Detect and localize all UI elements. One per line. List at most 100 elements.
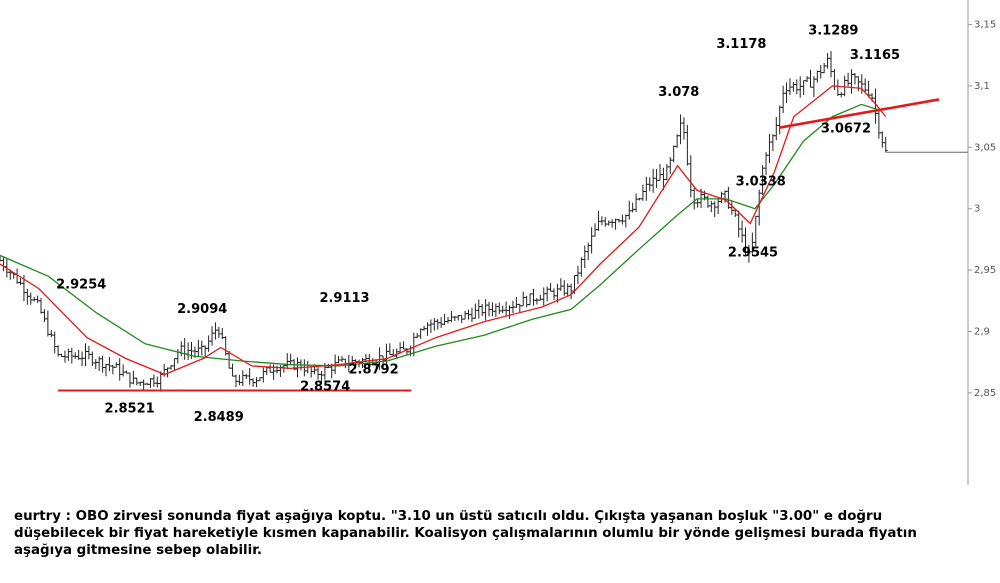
price-annotation-label: 3.1165 <box>850 48 900 63</box>
candle <box>121 364 126 377</box>
candle <box>593 223 598 237</box>
candle <box>774 116 779 141</box>
candle <box>664 164 669 181</box>
candles-layer <box>0 51 888 392</box>
price-chart: 2.9254 2.8521 2.9094 2.8489 2.9113 2.8792 2.85… <box>0 0 996 485</box>
candle <box>428 319 433 333</box>
candle <box>254 377 259 388</box>
candle <box>223 336 228 356</box>
candle <box>117 358 122 381</box>
y-tick-label: 2,85 <box>974 388 996 399</box>
candle <box>336 356 341 364</box>
candle <box>681 117 686 140</box>
candle <box>736 210 741 238</box>
candle <box>339 356 344 363</box>
candle <box>637 198 642 201</box>
candle <box>815 70 820 83</box>
price-annotation-label: 2.8792 <box>348 362 398 377</box>
candle <box>442 313 447 326</box>
candle <box>719 191 724 204</box>
candle <box>835 79 840 97</box>
candle <box>114 362 119 368</box>
candle <box>880 131 885 148</box>
candle <box>233 374 238 388</box>
candle <box>251 378 256 387</box>
candle <box>97 356 102 371</box>
candle <box>634 193 639 213</box>
candle <box>237 374 242 386</box>
y-tick-label: 2,95 <box>974 265 996 276</box>
candle <box>244 373 249 380</box>
candle <box>599 216 604 226</box>
candle <box>846 72 851 87</box>
candle <box>678 114 683 145</box>
candle <box>654 169 659 188</box>
candle <box>504 301 509 317</box>
candle <box>35 295 40 303</box>
candle <box>463 310 468 320</box>
candle <box>466 309 471 320</box>
candle <box>521 291 526 307</box>
candle <box>435 319 440 330</box>
candle <box>487 301 492 317</box>
candle <box>623 214 628 228</box>
candle <box>541 287 546 306</box>
candle <box>210 326 215 346</box>
candle <box>100 355 105 373</box>
candle <box>278 365 283 377</box>
price-annotation-label: 3.0672 <box>821 122 871 137</box>
candle <box>644 176 649 201</box>
price-annotation-label: 2.9094 <box>177 302 227 317</box>
candle <box>52 331 57 354</box>
candle <box>141 379 146 392</box>
candle <box>59 353 64 358</box>
candle <box>131 370 136 385</box>
candle <box>842 75 847 97</box>
candle <box>1 256 6 272</box>
candle <box>620 214 625 225</box>
candle <box>531 288 536 306</box>
candle <box>425 322 430 336</box>
price-annotation-label: 3.0338 <box>736 174 786 189</box>
candle <box>490 302 495 317</box>
y-tick-label: 3 <box>974 204 980 215</box>
candle <box>452 316 457 322</box>
candle <box>93 359 98 370</box>
candle <box>42 309 47 322</box>
candle <box>182 338 187 360</box>
candle <box>671 145 676 163</box>
candle <box>86 345 91 360</box>
candle <box>534 297 539 305</box>
candle <box>552 288 557 301</box>
candle <box>398 342 403 354</box>
candle <box>575 265 580 285</box>
candle <box>168 365 173 370</box>
candle <box>726 186 731 209</box>
candle <box>288 353 293 366</box>
candle <box>811 76 816 98</box>
candle <box>586 242 591 261</box>
price-annotation-label: 3.1178 <box>716 37 766 52</box>
candle <box>517 303 522 313</box>
candle <box>213 322 218 340</box>
candle <box>794 79 799 95</box>
price-annotation-label: 2.8489 <box>194 410 244 425</box>
y-tick-label: 2,9 <box>974 327 990 338</box>
candle <box>285 353 290 369</box>
candle <box>66 348 71 361</box>
candle <box>268 364 273 373</box>
candle <box>647 177 652 192</box>
candle <box>818 64 823 79</box>
candle <box>613 218 618 230</box>
candle <box>476 299 481 319</box>
candle <box>56 345 61 357</box>
candle <box>603 217 608 227</box>
candle <box>630 202 635 213</box>
candle <box>199 340 204 356</box>
candle <box>445 316 450 324</box>
candle <box>261 367 266 383</box>
y-tick-label: 3,1 <box>974 81 990 92</box>
candle <box>767 133 772 164</box>
candle <box>247 368 252 385</box>
price-annotation-label: 3.1289 <box>808 23 858 38</box>
